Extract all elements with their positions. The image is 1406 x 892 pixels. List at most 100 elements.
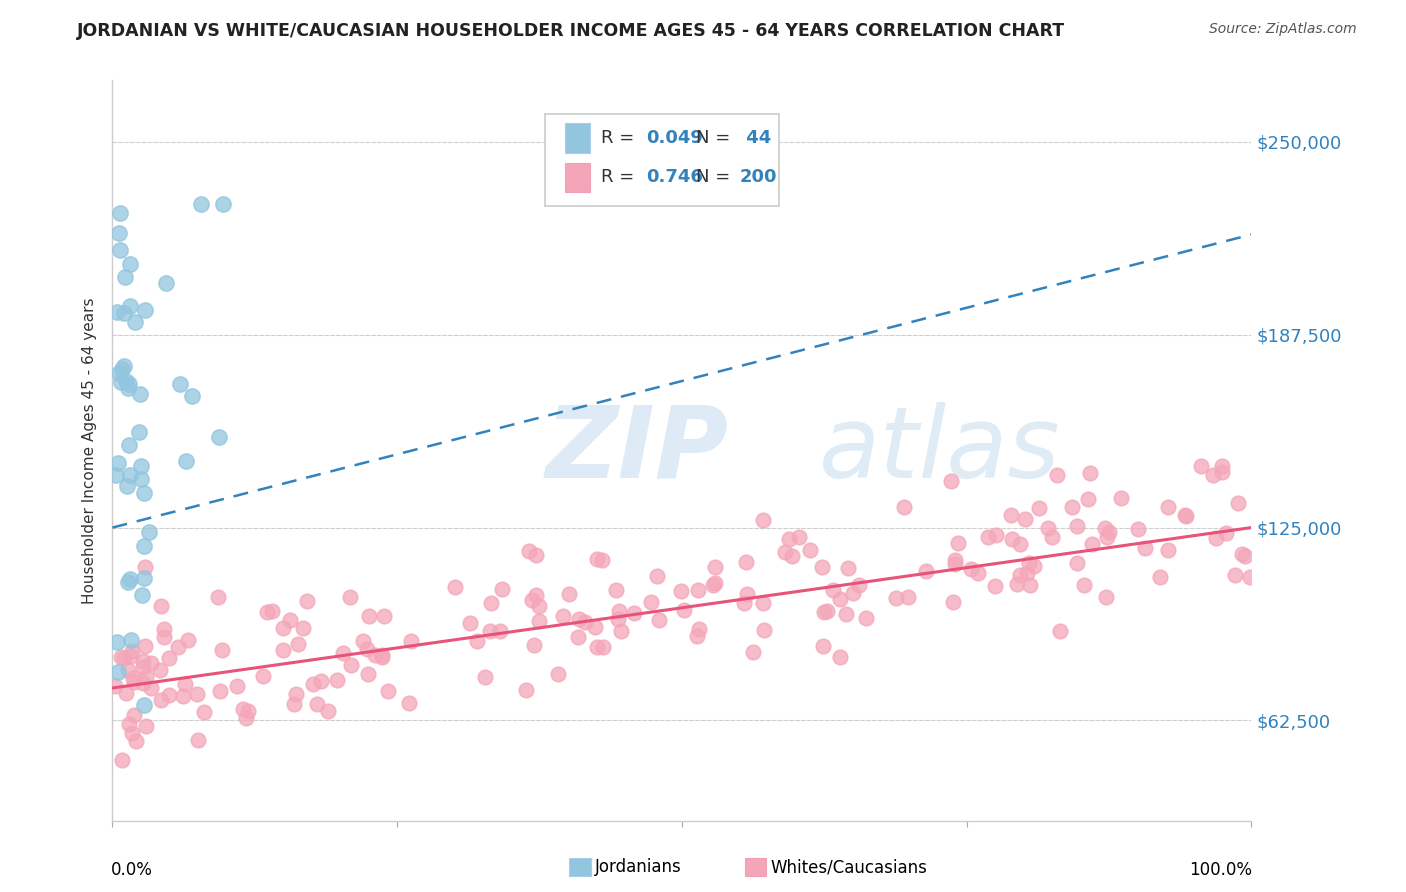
Point	[117, 377, 139, 392]
Point	[966, 566, 988, 580]
Point	[356, 641, 378, 656]
FancyBboxPatch shape	[565, 123, 589, 153]
FancyBboxPatch shape	[546, 113, 779, 206]
Point	[134, 303, 156, 318]
Point	[647, 613, 669, 627]
Point	[108, 206, 131, 220]
Point	[444, 580, 467, 594]
Point	[1000, 508, 1022, 522]
Point	[607, 604, 630, 618]
Point	[799, 543, 821, 558]
Point	[848, 578, 870, 592]
Point	[287, 637, 309, 651]
Point	[225, 679, 247, 693]
Point	[1008, 568, 1031, 582]
Point	[489, 624, 512, 639]
Point	[943, 558, 966, 572]
Point	[837, 561, 859, 575]
Point	[118, 717, 141, 731]
Point	[815, 604, 838, 618]
Point	[474, 670, 496, 684]
Point	[897, 590, 920, 604]
Point	[307, 697, 329, 711]
Point	[155, 276, 177, 290]
Point	[132, 654, 155, 668]
Point	[1046, 467, 1069, 482]
Point	[236, 704, 259, 718]
Point	[169, 377, 191, 392]
Point	[326, 673, 349, 688]
Point	[138, 524, 160, 539]
Point	[1095, 530, 1118, 544]
Point	[108, 226, 131, 240]
Point	[132, 540, 155, 554]
Point	[271, 643, 294, 657]
Point	[371, 650, 394, 665]
Point	[359, 608, 381, 623]
Point	[1157, 500, 1180, 514]
Point	[301, 677, 323, 691]
Point	[734, 556, 756, 570]
Point	[132, 571, 155, 585]
Point	[114, 270, 136, 285]
Point	[1077, 491, 1099, 506]
Point	[645, 568, 668, 582]
Point	[574, 615, 596, 629]
Point	[1001, 532, 1024, 546]
Point	[946, 535, 969, 549]
Point	[1018, 557, 1040, 571]
Point	[515, 683, 537, 698]
Point	[1008, 537, 1031, 551]
Point	[371, 648, 394, 662]
Point	[458, 616, 481, 631]
Point	[105, 468, 128, 483]
Point	[110, 376, 132, 390]
Point	[524, 548, 547, 562]
Point	[583, 619, 606, 633]
Point	[1233, 549, 1256, 563]
Point	[252, 669, 274, 683]
Point	[332, 646, 354, 660]
Text: Whites/Caucasians: Whites/Caucasians	[770, 858, 928, 876]
Point	[1066, 519, 1088, 533]
Point	[117, 574, 139, 589]
Point	[139, 656, 162, 670]
Point	[813, 605, 835, 619]
Point	[1211, 458, 1233, 473]
Point	[373, 609, 395, 624]
Point	[1028, 500, 1050, 515]
Point	[491, 582, 513, 596]
Point	[1149, 570, 1171, 584]
Point	[190, 196, 212, 211]
Point	[208, 430, 231, 444]
Point	[176, 454, 198, 468]
Point	[209, 684, 232, 698]
Text: R =: R =	[600, 169, 640, 186]
Point	[610, 624, 633, 638]
Point	[121, 726, 143, 740]
Point	[1095, 590, 1118, 604]
Text: 200: 200	[740, 169, 778, 186]
Point	[135, 670, 157, 684]
Point	[211, 196, 233, 211]
Point	[121, 644, 143, 658]
Point	[316, 704, 339, 718]
Point	[377, 683, 399, 698]
Point	[118, 299, 141, 313]
Point	[915, 565, 938, 579]
Point	[105, 304, 128, 318]
Point	[107, 665, 129, 680]
Point	[115, 686, 138, 700]
Point	[132, 486, 155, 500]
Point	[132, 676, 155, 690]
Point	[181, 389, 204, 403]
Point	[118, 572, 141, 586]
Point	[186, 687, 208, 701]
Y-axis label: Householder Income Ages 45 - 64 years: Householder Income Ages 45 - 64 years	[82, 297, 97, 604]
Point	[193, 705, 215, 719]
Point	[132, 698, 155, 712]
Point	[107, 367, 129, 381]
Point	[527, 614, 550, 628]
Point	[285, 687, 308, 701]
Point	[522, 593, 544, 607]
